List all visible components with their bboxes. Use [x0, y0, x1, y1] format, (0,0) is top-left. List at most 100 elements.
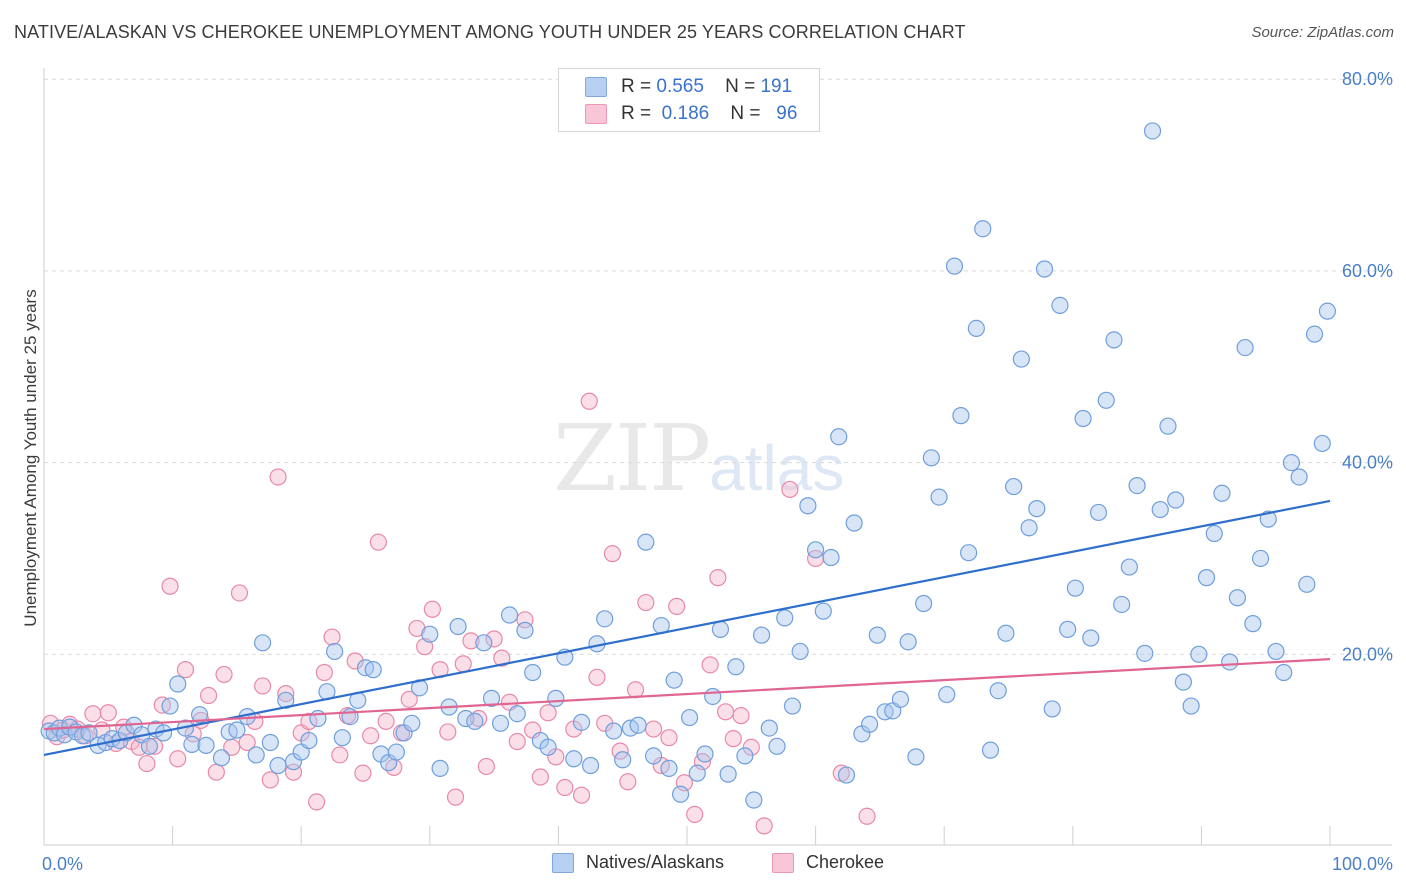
natives-point [614, 751, 632, 769]
cherokee-point [145, 737, 164, 755]
natives-point [341, 708, 359, 726]
natives-point [482, 689, 501, 707]
natives-point [727, 658, 745, 676]
natives-point [711, 620, 730, 638]
natives-point [1005, 477, 1023, 496]
legend: R = 0.565 N = 191 R = 0.186 N = 96 [558, 68, 820, 132]
natives-point [1035, 260, 1054, 278]
legend-r-label: R = [621, 103, 652, 124]
natives-point [736, 747, 754, 765]
legend-r-value: 0.186 [661, 103, 710, 124]
cherokee-point [732, 707, 750, 725]
cherokee-point [84, 705, 102, 723]
cherokee-point [169, 750, 187, 768]
natives-point [1020, 519, 1038, 537]
natives-point [861, 715, 879, 733]
natives-point [768, 737, 786, 755]
cherokee-trend-line [43, 657, 1331, 731]
natives-point [1051, 296, 1069, 315]
y-tick-label: 20.0% [1342, 644, 1393, 664]
natives-point [140, 737, 159, 755]
natives-point [981, 741, 1000, 759]
legend-row-cherokee: R = 0.186 N = 96 [585, 102, 797, 126]
cherokee-point [637, 593, 655, 612]
cherokee-point [531, 768, 549, 786]
cherokee-point [556, 778, 574, 797]
natives-point [431, 759, 449, 777]
natives-point [605, 722, 623, 740]
cherokee-point [176, 661, 195, 679]
natives-point [508, 705, 526, 723]
natives-point [989, 682, 1007, 700]
chart-title: NATIVE/ALASKAN VS CHEROKEE UNEMPLOYMENT … [14, 22, 966, 42]
cherokee-point [230, 584, 249, 602]
natives-point [822, 548, 840, 567]
cherokee-point [138, 754, 156, 773]
natives-point [1113, 595, 1131, 614]
natives-point [500, 606, 519, 624]
natives-point [1074, 409, 1092, 428]
cherokee-point [572, 786, 591, 804]
cherokee-point [701, 656, 719, 674]
natives-point [997, 624, 1015, 642]
natives-point [449, 617, 467, 636]
natives-point [1259, 510, 1277, 528]
natives-point [1213, 484, 1231, 502]
natives-point [899, 633, 917, 651]
natives-point [254, 634, 272, 652]
cherokee-point [308, 793, 326, 811]
legend-r-label: R = [621, 76, 652, 97]
natives-point [1174, 673, 1192, 691]
natives-point [783, 697, 802, 715]
natives-point [1066, 579, 1084, 597]
cherokee-point [858, 807, 876, 825]
cherokee-point [686, 805, 704, 823]
natives-point [1059, 620, 1077, 638]
cherokee-point [315, 663, 333, 682]
cherokee-point [207, 763, 225, 781]
natives-point [80, 724, 98, 742]
natives-point [776, 609, 794, 627]
x-tick-label: 100.0% [1332, 854, 1393, 874]
natives-point [197, 736, 215, 754]
bottom-legend-swatch-blue [552, 852, 574, 873]
natives-point [660, 759, 678, 777]
cherokee-point [439, 723, 457, 741]
bottom-legend-label-natives: Natives/Alaskans [586, 852, 725, 872]
natives-point [719, 765, 737, 783]
cherokee-point [716, 703, 735, 721]
natives-point [830, 428, 848, 446]
cherokee-point [668, 597, 686, 615]
y-tick-label: 80.0% [1342, 69, 1393, 89]
natives-point [1159, 417, 1177, 435]
natives-point [1318, 302, 1337, 320]
cherokee-point [362, 727, 380, 745]
natives-point [547, 689, 565, 707]
natives-point [1313, 434, 1331, 453]
natives-point [183, 735, 201, 753]
natives-point [1136, 644, 1154, 662]
bottom-legend-cherokee: Cherokee [772, 852, 884, 873]
legend-swatch-blue [585, 77, 607, 97]
cherokee-point [724, 730, 742, 748]
cherokee-point [377, 712, 395, 730]
natives-point [1298, 575, 1316, 593]
cherokee-point [709, 569, 727, 587]
natives-point [333, 729, 351, 747]
natives-point [791, 642, 809, 661]
cherokee-point [539, 704, 557, 722]
natives-point [1151, 500, 1169, 519]
natives-point [799, 497, 817, 515]
natives-point [696, 745, 714, 763]
chart-source: Source: ZipAtlas.com [1251, 24, 1394, 41]
natives-point [1290, 468, 1308, 486]
cherokee-point [588, 668, 606, 686]
natives-point [565, 750, 583, 768]
cherokee-point [660, 729, 678, 747]
natives-point [1182, 697, 1200, 715]
legend-row-natives: R = 0.565 N = 191 [585, 75, 792, 99]
natives-point [1197, 569, 1216, 587]
natives-point [1105, 331, 1123, 349]
cherokee-point [99, 704, 117, 722]
natives-point [907, 748, 925, 766]
